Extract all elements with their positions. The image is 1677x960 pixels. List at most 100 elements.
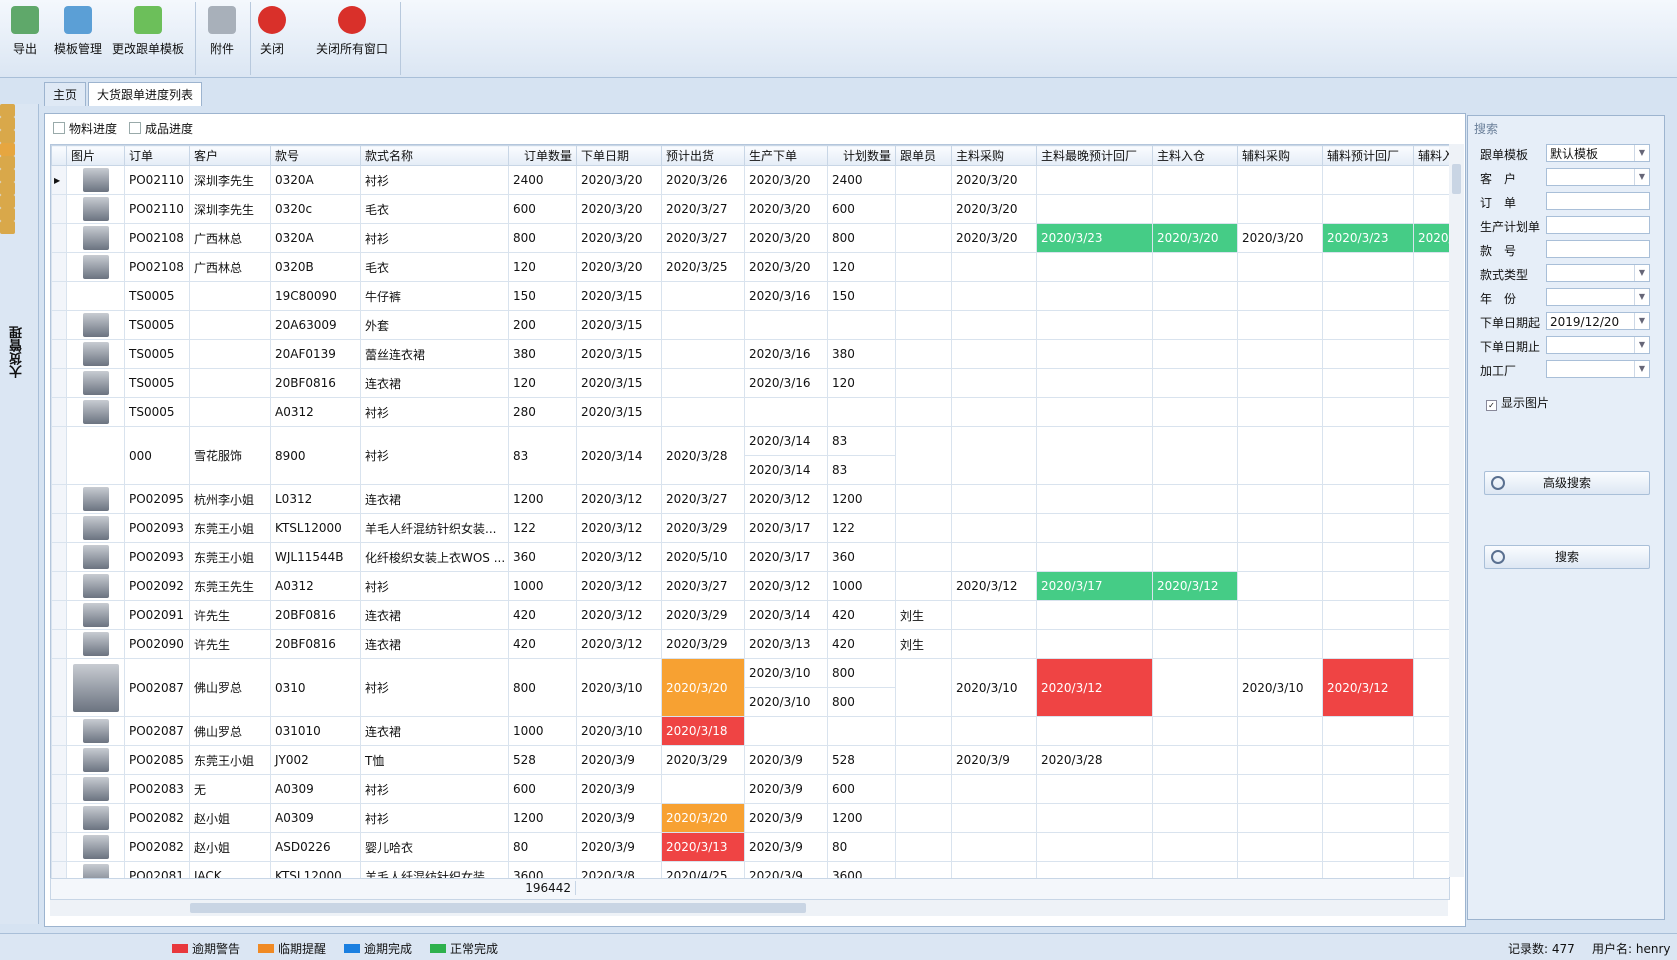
nav-icon[interactable] (0, 130, 15, 143)
checkbox (53, 122, 65, 134)
toolbar-button[interactable]: 模板管理 (50, 6, 106, 57)
table-row[interactable]: PO02090 许先生 20BF0816 连衣裙 420 2020/3/12 2020/3/… (51, 629, 1449, 659)
image-cell (66, 368, 125, 398)
nav-icon[interactable] (0, 208, 15, 221)
cell: 2020/3/26 (661, 165, 745, 195)
dropdown-arrow[interactable]: ▼ (1634, 265, 1649, 281)
cell: 2020/3/27 (661, 223, 745, 253)
table-row[interactable]: TS0005 20A63009 外套 200 2020/3/15 (51, 310, 1449, 340)
toolbar-button[interactable]: 更改跟单模板 (110, 6, 186, 57)
cell: 化纤梭织女装上衣WOS ... (360, 542, 509, 572)
table-row[interactable]: PO02092 东莞王先生 A0312 衬衫 1000 2020/3/12 2020/3/2… (51, 571, 1449, 601)
cell (1036, 194, 1153, 224)
cell: 2020/3/9 (744, 832, 828, 862)
horizontal-scrollbar[interactable] (50, 900, 1448, 916)
cell: 2020/3/17 (744, 542, 828, 572)
table-row[interactable]: TS0005 19C80090 牛仔裤 150 2020/3/15 2020/3/16 15… (51, 281, 1449, 311)
cell: 衬衫 (360, 165, 509, 195)
nav-icon[interactable] (0, 182, 15, 195)
table-row[interactable]: PO02081 JACK KTSL12000 羊毛人纤混纺针织女装 3600 2020/3… (51, 861, 1449, 878)
tab[interactable]: 大货跟单进度列表 (88, 82, 203, 106)
table-row[interactable]: PO02093 东莞王小姐 WJL11544B 化纤梭织女装上衣WOS ... 360 2… (51, 542, 1449, 572)
cell (1036, 803, 1153, 833)
cell (1322, 542, 1414, 572)
table-row[interactable]: PO02110 深圳李先生 0320c 毛衣 600 2020/3/20 2020/3/27… (51, 194, 1449, 224)
table-row[interactable]: PO02108 广西林总 0320A 衬衫 800 2020/3/20 2020/3/27 2… (51, 223, 1449, 253)
dropdown-arrow[interactable]: ▼ (1634, 313, 1649, 329)
table-row[interactable]: PO02093 东莞王小姐 KTSL12000 羊毛人纤混纺针织女装... 122 202… (51, 513, 1449, 543)
image-cell (66, 745, 125, 775)
vertical-scrollbar[interactable] (1449, 144, 1464, 877)
nav-icon[interactable] (0, 195, 15, 208)
table-row[interactable]: PO02108 广西林总 0320B 毛衣 120 2020/3/20 2020/3/25 2… (51, 252, 1449, 282)
cell (1413, 397, 1449, 427)
cell (1413, 426, 1449, 485)
tab[interactable]: 主页 (44, 82, 87, 106)
nav-icon[interactable] (0, 221, 15, 234)
table-row[interactable]: PO02082 赵小姐 ASD0226 婴儿哈衣 80 2020/3/9 2020/3/13… (51, 832, 1449, 862)
legend: 逾期警告 临期提醒 逾期完成 正常完成 (172, 940, 516, 957)
dropdown-arrow[interactable]: ▼ (1634, 289, 1649, 305)
row-header (51, 571, 67, 601)
scroll-thumb[interactable] (1452, 164, 1461, 194)
table-row[interactable]: PO02091 许先生 20BF0816 连衣裙 420 2020/3/12 2020/3/… (51, 600, 1449, 630)
field-input[interactable]: ▼ (1546, 288, 1650, 306)
cell (1152, 513, 1238, 543)
table-row[interactable]: PO02095 杭州李小姐 L0312 连衣裙 1200 2020/3/12 2020/3/… (51, 484, 1449, 514)
cell: TS0005 (124, 310, 190, 340)
filter-checkbox[interactable]: 物料进度 (53, 122, 117, 136)
cell (1152, 310, 1238, 340)
toolbar-button[interactable]: 导出 (8, 6, 42, 57)
table-row[interactable]: TS0005 20BF0816 连衣裙 120 2020/3/15 2020/3/16 12… (51, 368, 1449, 398)
table-row[interactable]: TS0005 20AF0139 蕾丝连衣裙 380 2020/3/15 2020/3/16… (51, 339, 1449, 369)
nav-icon[interactable] (0, 169, 15, 182)
dropdown-arrow[interactable]: ▼ (1634, 361, 1649, 377)
toolbar-button[interactable]: 关闭所有窗口 (312, 6, 392, 57)
nav-icon[interactable] (0, 143, 15, 156)
field-input[interactable]: ▼ (1546, 168, 1650, 186)
toolbar-label: 模板管理 (53, 42, 102, 56)
toolbar-button[interactable]: 关闭 (255, 6, 289, 57)
cell: 420 (508, 600, 577, 630)
field-input[interactable]: ▼ (1546, 336, 1650, 354)
field-input[interactable]: ▼ (1546, 360, 1650, 378)
scroll-thumb[interactable] (190, 903, 806, 913)
table-row[interactable]: TS0005 A0312 衬衫 280 2020/3/15 (51, 397, 1449, 427)
field-input[interactable]: 默认模板 ▼ (1546, 144, 1650, 162)
cell: PO02091 (124, 600, 190, 630)
table-row[interactable]: PO02082 赵小姐 A0309 衬衫 1200 2020/3/9 2020/3/20 20… (51, 803, 1449, 833)
cell: 528 (508, 745, 577, 775)
field-input[interactable]: 2019/12/20 ▼ (1546, 312, 1650, 330)
nav-icon[interactable] (0, 117, 15, 130)
table-row[interactable]: ▶ PO02110 深圳李先生 0320A 衬衫 2400 2020/3/20 2020/3/… (51, 165, 1449, 195)
cell: 广西林总 (189, 252, 271, 282)
image-cell (66, 600, 125, 630)
image-cell (66, 542, 125, 572)
dropdown-arrow[interactable]: ▼ (1634, 337, 1649, 353)
table-row[interactable]: PO02087 佛山罗总 0310 衬衫 800 2020/3/10 2020/3/20 20… (51, 658, 1449, 717)
table-row[interactable]: 000 雪花服饰 8900 衬衫 83 2020/3/14 2020/3/28 2020/3/… (51, 426, 1449, 485)
sub-cell: 83 (828, 428, 895, 456)
search-button[interactable]: 搜索 (1484, 545, 1650, 569)
cell: PO02095 (124, 484, 190, 514)
toolbar-icon (64, 6, 92, 34)
nav-icon[interactable] (0, 104, 15, 117)
field-input[interactable]: ▼ (1546, 264, 1650, 282)
field-input[interactable] (1546, 216, 1650, 234)
nav-icon[interactable] (0, 156, 15, 169)
field-input[interactable] (1546, 240, 1650, 258)
table-row[interactable]: PO02085 东莞王小姐 JY002 T恤 528 2020/3/9 2020/3/29 2… (51, 745, 1449, 775)
cell (189, 397, 271, 427)
sub-cell: 800 (832, 695, 855, 709)
show-images[interactable]: ✓ 显示图片 (1486, 394, 1549, 411)
cell: 2020/3/10 (576, 716, 662, 746)
search-button[interactable]: 高级搜索 (1484, 471, 1650, 495)
dropdown-arrow[interactable]: ▼ (1634, 145, 1649, 161)
toolbar-button[interactable]: 附件 (205, 6, 239, 57)
table-row[interactable]: PO02087 佛山罗总 031010 连衣裙 1000 2020/3/10 2020/3/… (51, 716, 1449, 746)
dropdown-arrow[interactable]: ▼ (1634, 169, 1649, 185)
cell: 031010 (270, 716, 361, 746)
filter-checkbox[interactable]: 成品进度 (129, 122, 193, 136)
field-input[interactable] (1546, 192, 1650, 210)
table-row[interactable]: PO02083 无 A0309 衬衫 600 2020/3/9 2020/3/9 600 (51, 774, 1449, 804)
